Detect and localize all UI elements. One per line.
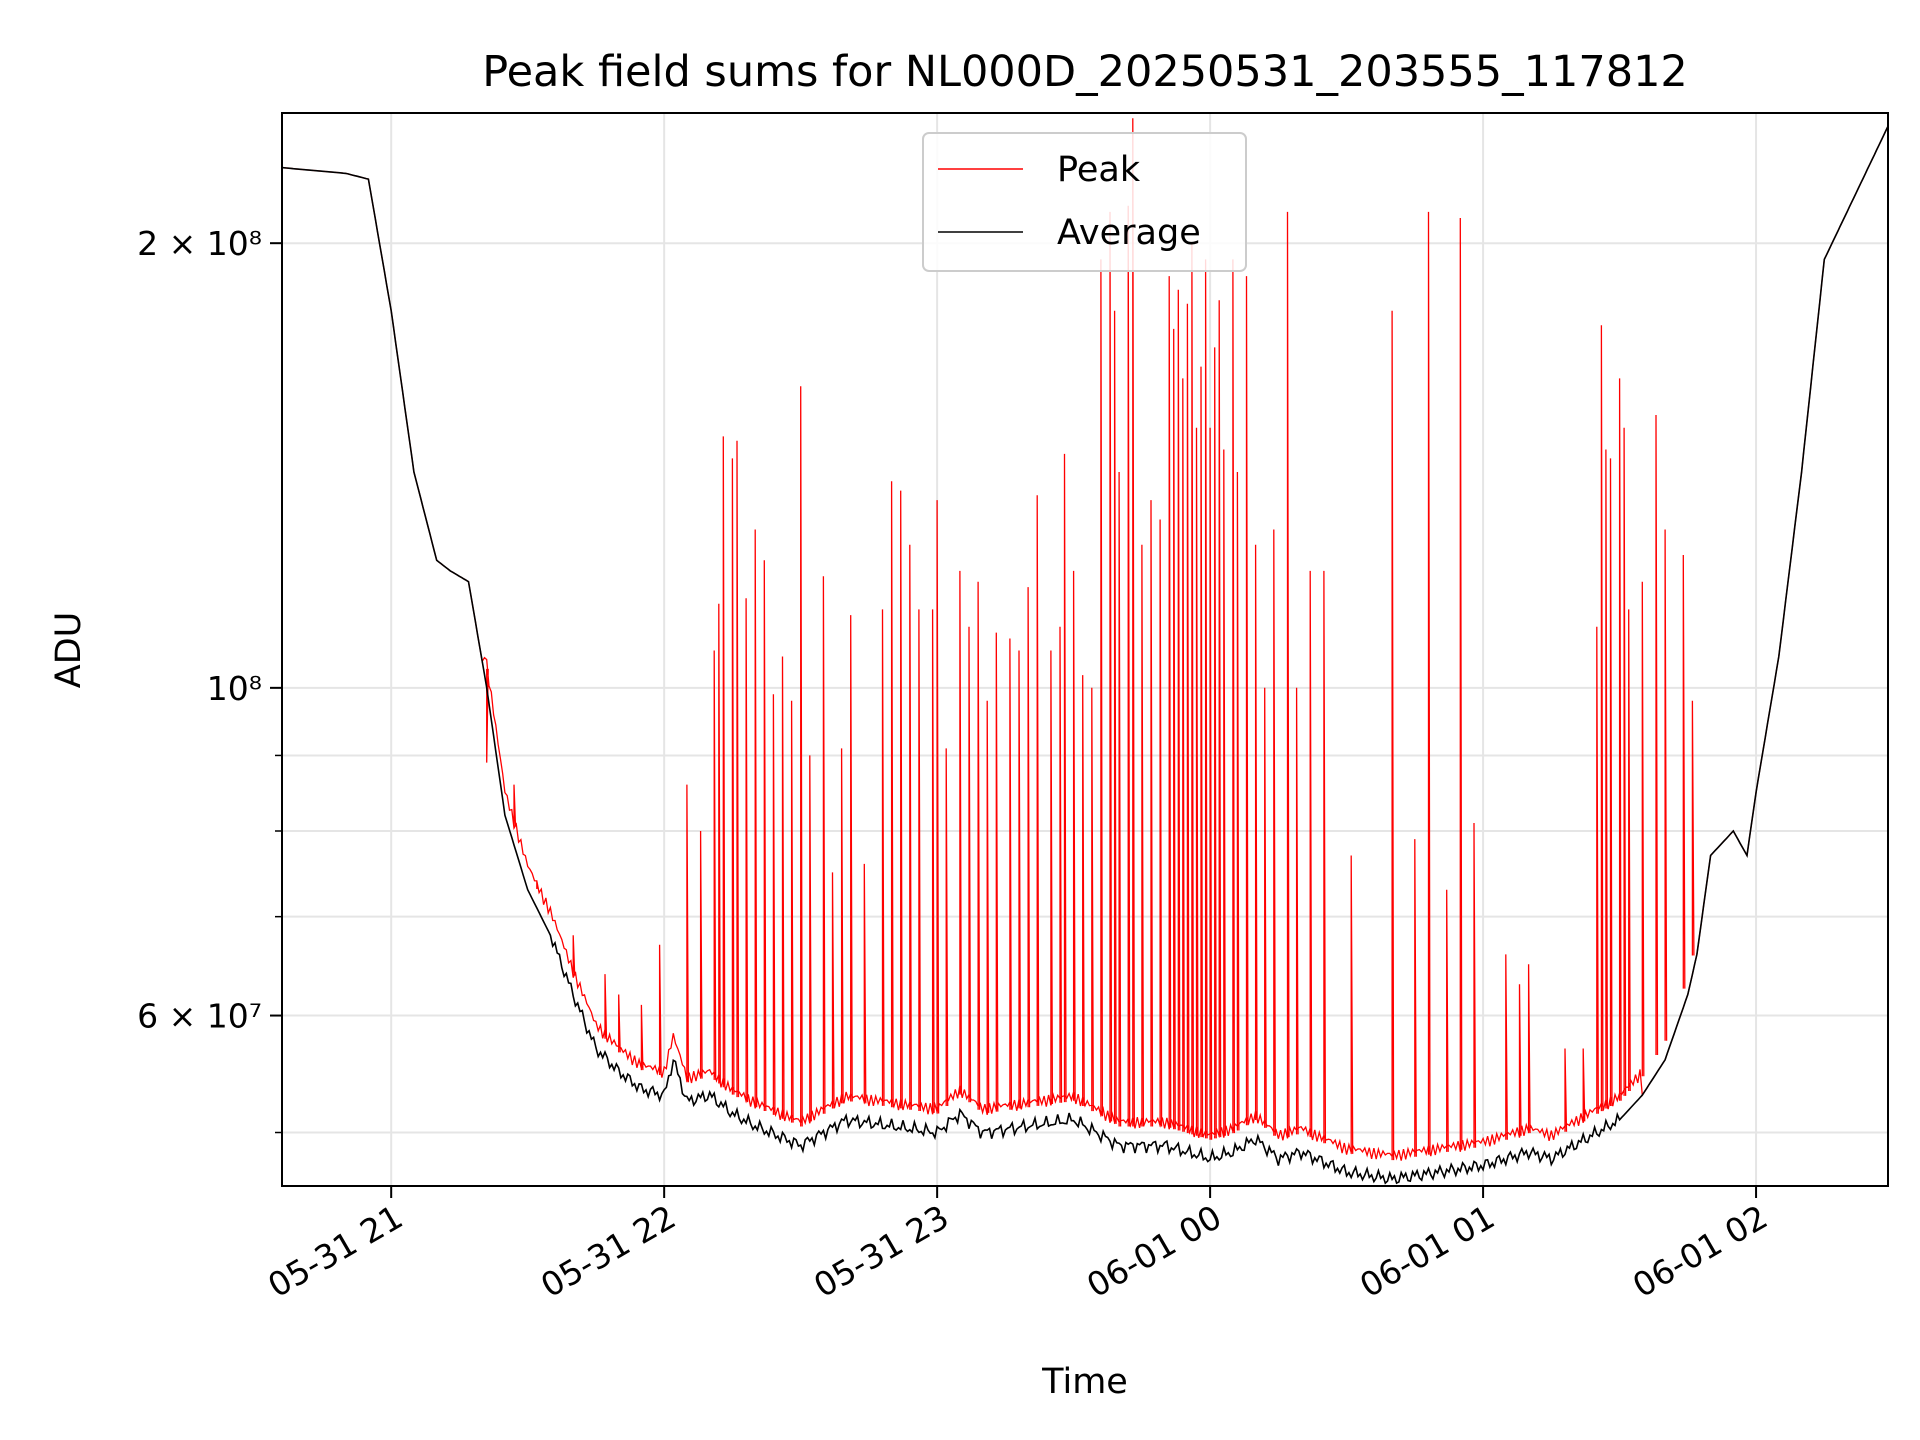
y-axis-label: ADU [49, 612, 89, 689]
y-tick-label: 10⁸ [207, 669, 262, 708]
legend-average-label: Average [1057, 213, 1201, 253]
average-series-line [282, 125, 1888, 1185]
y-axis-ticks: 2 × 10⁸ 10⁸ 6 × 10⁷ [137, 224, 282, 1134]
series-layer [282, 118, 1888, 1185]
chart-title: Peak field sums for NL000D_20250531_2035… [482, 47, 1688, 97]
y-tick-label: 6 × 10⁷ [137, 997, 262, 1036]
peak-series-line [282, 118, 1888, 1161]
y-tick-label: 2 × 10⁸ [137, 224, 262, 263]
legend-peak-label: Peak [1057, 150, 1141, 190]
legend-box [922, 132, 1247, 272]
plot-frame [281, 112, 1889, 1187]
legend: Peak Average [922, 132, 1247, 272]
x-axis-label: Time [1041, 1362, 1128, 1402]
